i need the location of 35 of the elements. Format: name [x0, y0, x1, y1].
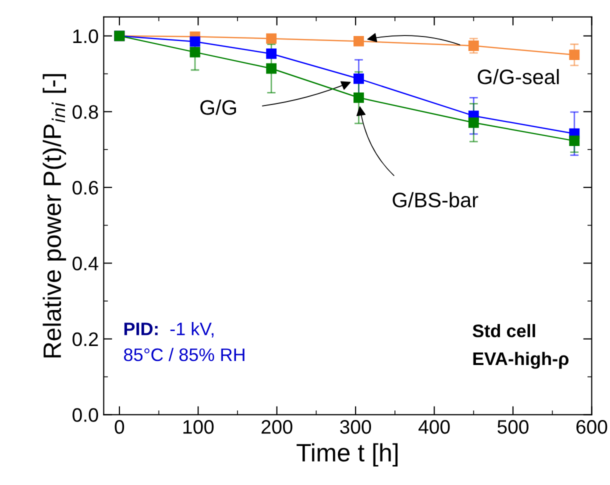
x-axis-title: Time t [h]: [296, 443, 398, 467]
x-tick-label: 100: [183, 420, 214, 434]
annotation: Std cell: [472, 324, 536, 338]
point: [266, 33, 277, 44]
point: [354, 36, 364, 46]
x-tick-label: 200: [262, 420, 292, 434]
y-tick-label: 0.4: [72, 256, 98, 270]
x-tick-label: 0: [114, 420, 124, 434]
annotation: PID:: [124, 322, 158, 336]
point: [266, 48, 277, 59]
annotation: EVA-high-ρ: [473, 352, 569, 369]
series-label: G/G-seal: [478, 69, 559, 84]
point: [190, 46, 200, 58]
text: G/G: [200, 100, 236, 115]
y-tick-label: 0.0: [72, 408, 98, 422]
y-tick-label: 0.6: [72, 180, 98, 195]
point: [190, 36, 200, 47]
y-tick-label: 0.2: [72, 332, 98, 346]
annotation: 85°C / 85% RH: [124, 348, 244, 362]
annotation: -1 kV,: [170, 322, 214, 338]
y-axis-title: Relative power P(t)/P$_{ini}$ [-]: [42, 74, 66, 358]
y-tick-label: 1.0: [73, 29, 98, 44]
x-tick-label: 300: [340, 420, 372, 434]
x-tick-label: 500: [498, 420, 528, 434]
point: [468, 117, 479, 128]
y-tick-label: 0.8: [72, 105, 98, 119]
text: G/BS-bar: [392, 192, 478, 208]
x-tick-label: 400: [418, 420, 450, 434]
point: [354, 92, 364, 103]
point: [569, 50, 580, 60]
point: [266, 63, 277, 74]
point: [354, 74, 364, 84]
point: [468, 40, 479, 51]
x-tick-label: 600: [576, 420, 608, 434]
point: [569, 136, 580, 146]
